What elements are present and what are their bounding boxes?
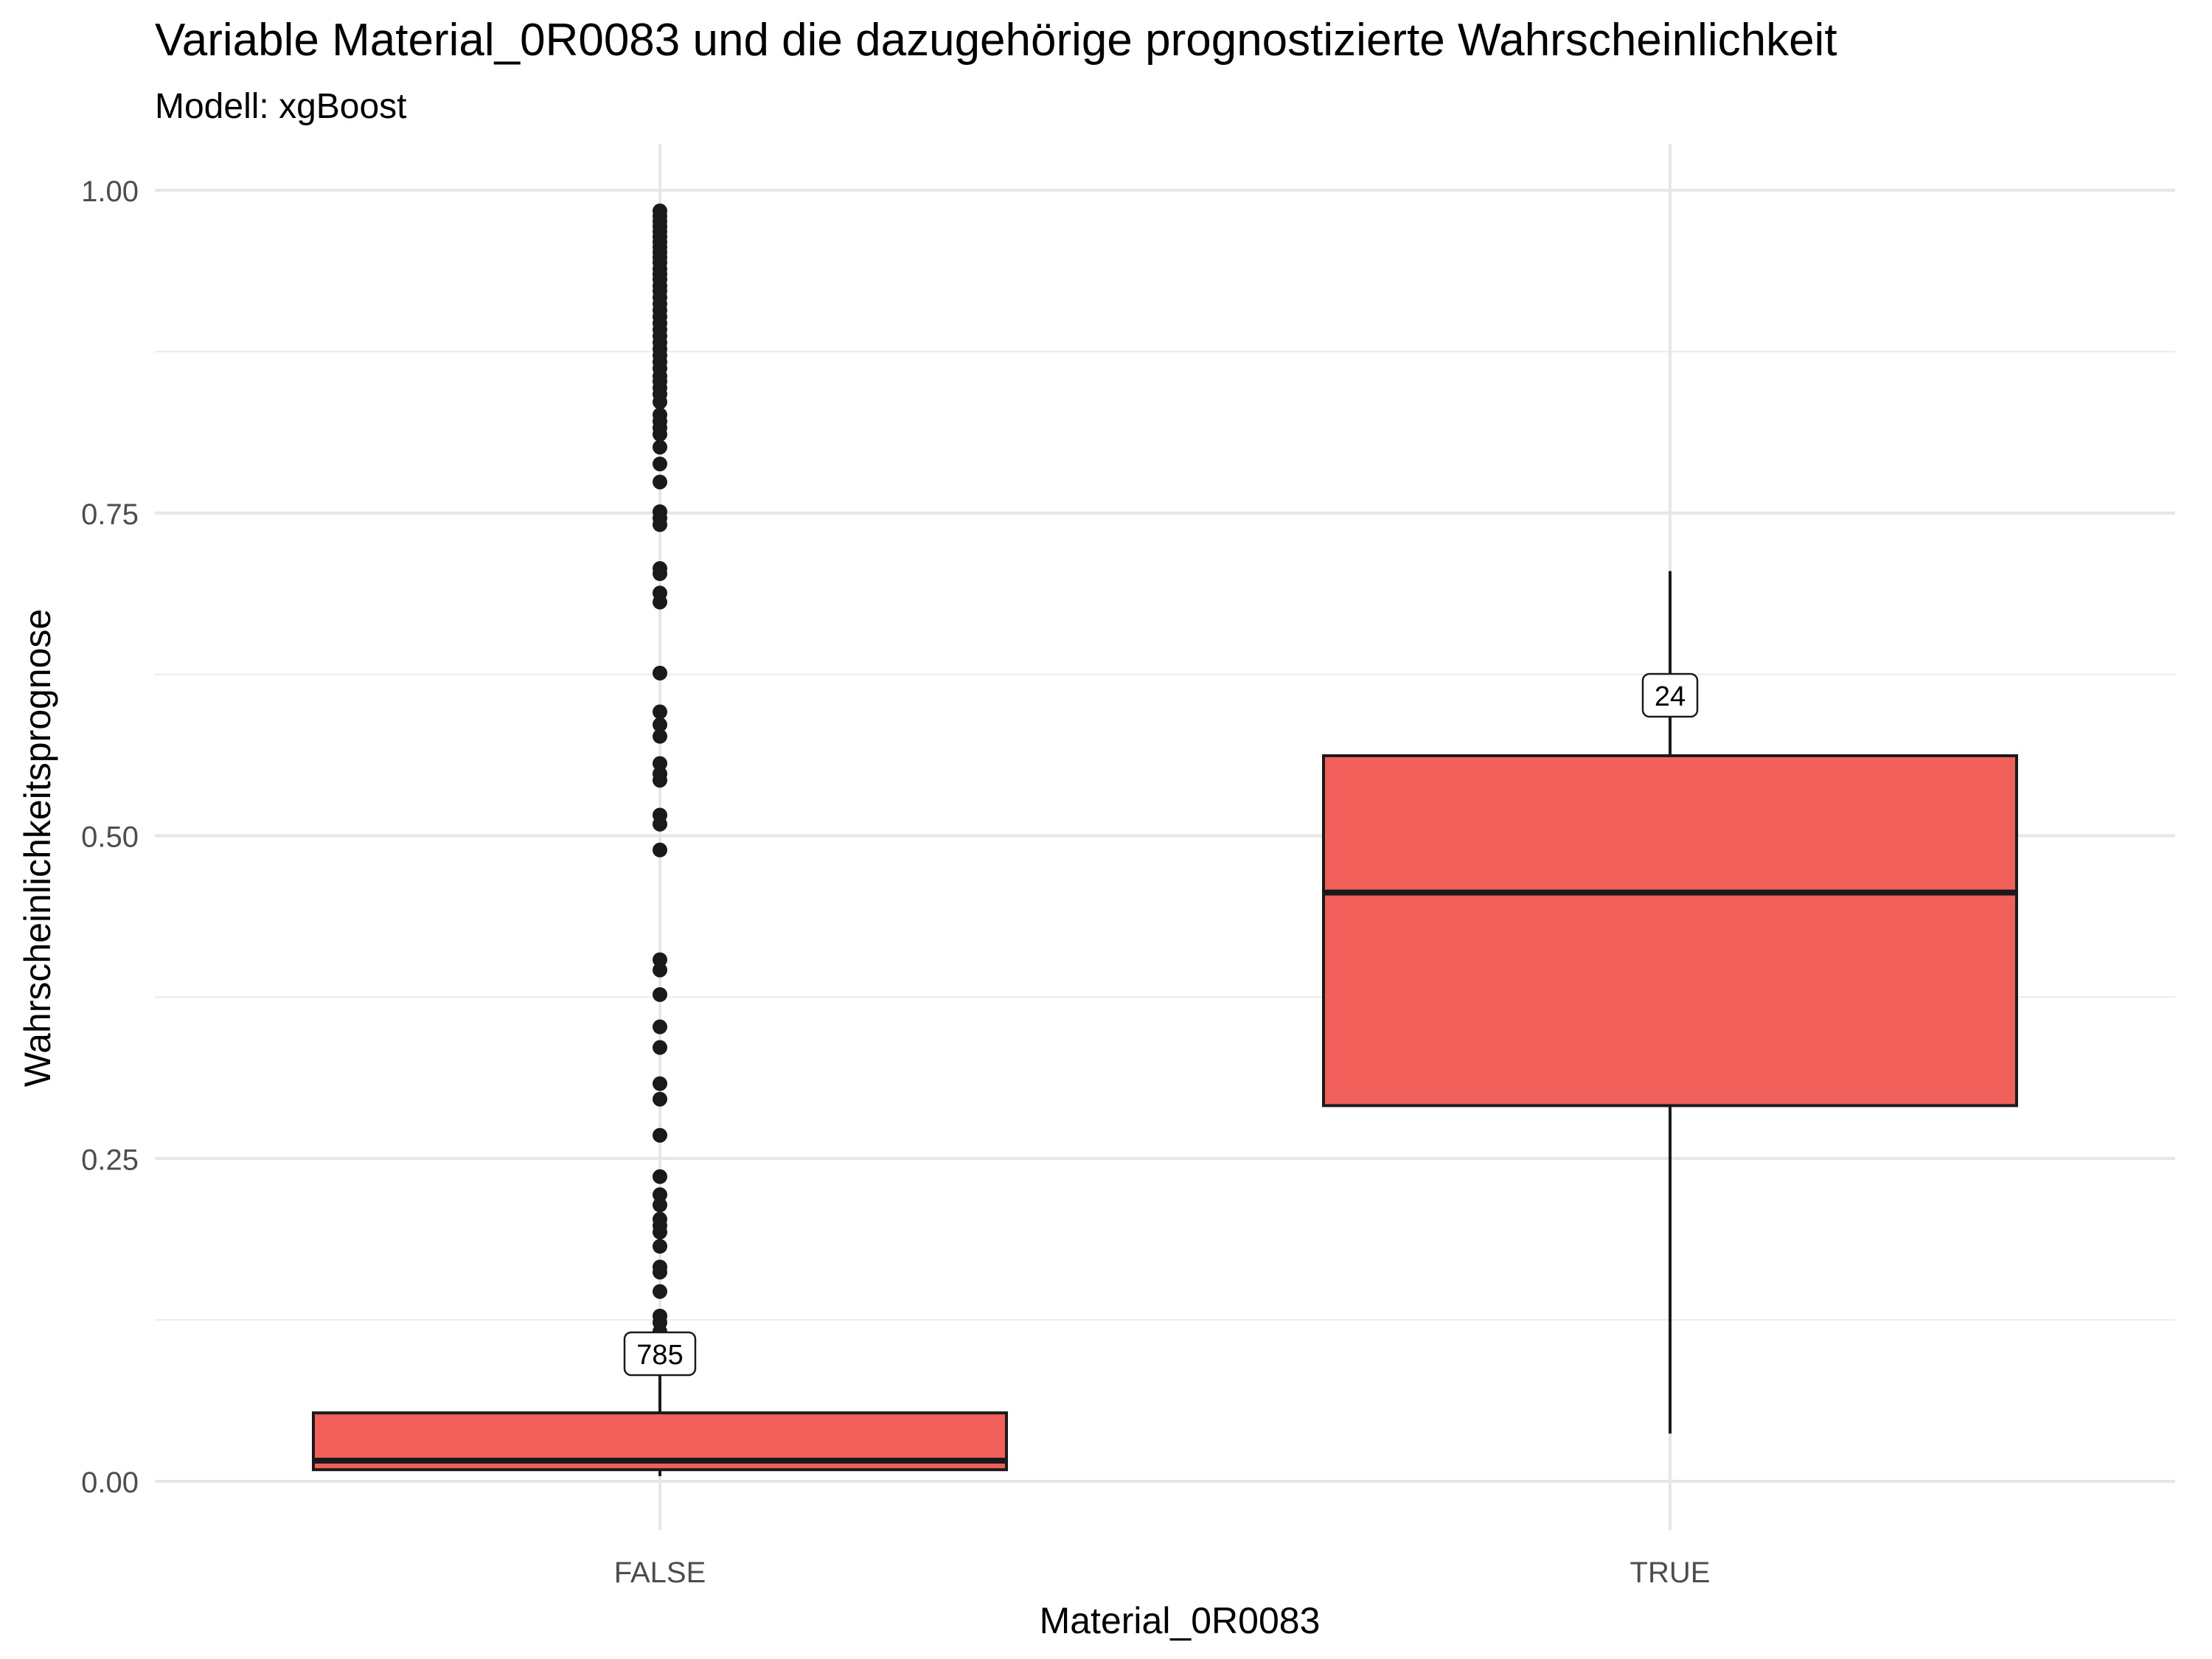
outlier-point — [653, 952, 667, 967]
outlier-point — [653, 1169, 667, 1184]
outlier-point — [653, 766, 667, 782]
outlier-point — [653, 1239, 667, 1254]
outlier-point — [653, 1187, 667, 1203]
outlier-point — [653, 987, 667, 1002]
outlier-point — [653, 504, 667, 519]
outlier-point — [653, 807, 667, 823]
chart-subtitle: Modell: xgBoost — [155, 87, 407, 126]
count-label-box — [1641, 672, 1699, 718]
x-axis-title: Material_0R0083 — [1040, 1600, 1321, 1641]
outlier-point — [653, 585, 667, 601]
outlier-point — [653, 1197, 667, 1213]
x-axis-ticks: FALSE TRUE — [614, 1557, 1711, 1589]
x-tick-label: FALSE — [614, 1557, 706, 1589]
outlier-point — [653, 1211, 667, 1227]
chart-title: Variable Material_0R0083 und die dazugeh… — [155, 15, 1837, 66]
y-tick-label: 1.00 — [81, 175, 139, 208]
outlier-point — [653, 1127, 667, 1143]
outlier-point — [653, 1040, 667, 1055]
y-tick-label: 0.75 — [81, 498, 139, 531]
outlier-point — [653, 665, 667, 681]
box-layer: 785 24 — [312, 204, 2018, 1476]
count-label: 785 — [636, 1340, 683, 1371]
outlier-point — [653, 456, 667, 472]
outlier-point — [653, 1284, 667, 1299]
outlier-point — [653, 842, 667, 858]
grid-lines — [155, 144, 2175, 1530]
y-tick-label: 0.00 — [81, 1467, 139, 1499]
y-axis-ticks: 0.00 0.25 0.50 0.75 1.00 — [81, 175, 139, 1499]
y-tick-label: 0.25 — [81, 1144, 139, 1176]
outlier-point — [653, 474, 667, 490]
y-tick-label: 0.50 — [81, 821, 139, 854]
outlier-point — [653, 204, 667, 219]
box-true: 24 — [1322, 571, 2018, 1434]
box-false: 785 — [312, 204, 1008, 1476]
outlier-point — [653, 756, 667, 771]
outlier-point — [653, 1019, 667, 1034]
outlier-point — [653, 728, 667, 744]
count-label-box — [623, 1331, 697, 1377]
outlier-point — [653, 704, 667, 720]
outlier-point — [653, 1091, 667, 1107]
box-iqr — [1322, 754, 2018, 1107]
y-axis-title: Wahrscheinlichkeitsprognose — [17, 609, 58, 1087]
x-tick-label: TRUE — [1630, 1557, 1711, 1589]
outlier-point — [653, 439, 667, 455]
outlier-point — [653, 1308, 667, 1324]
outlier-point — [653, 561, 667, 577]
outlier-point — [653, 407, 667, 422]
outlier-point — [653, 962, 667, 978]
outlier-point — [653, 717, 667, 732]
outlier-point — [653, 1076, 667, 1091]
outlier-point — [653, 1259, 667, 1275]
count-label: 24 — [1655, 681, 1686, 712]
